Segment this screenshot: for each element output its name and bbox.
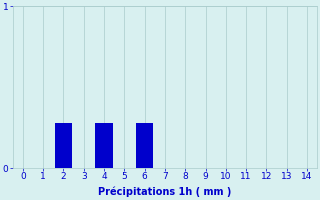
Bar [136,123,153,168]
Bar [55,123,72,168]
X-axis label: Précipitations 1h ( mm ): Précipitations 1h ( mm ) [98,187,232,197]
Bar [95,123,113,168]
